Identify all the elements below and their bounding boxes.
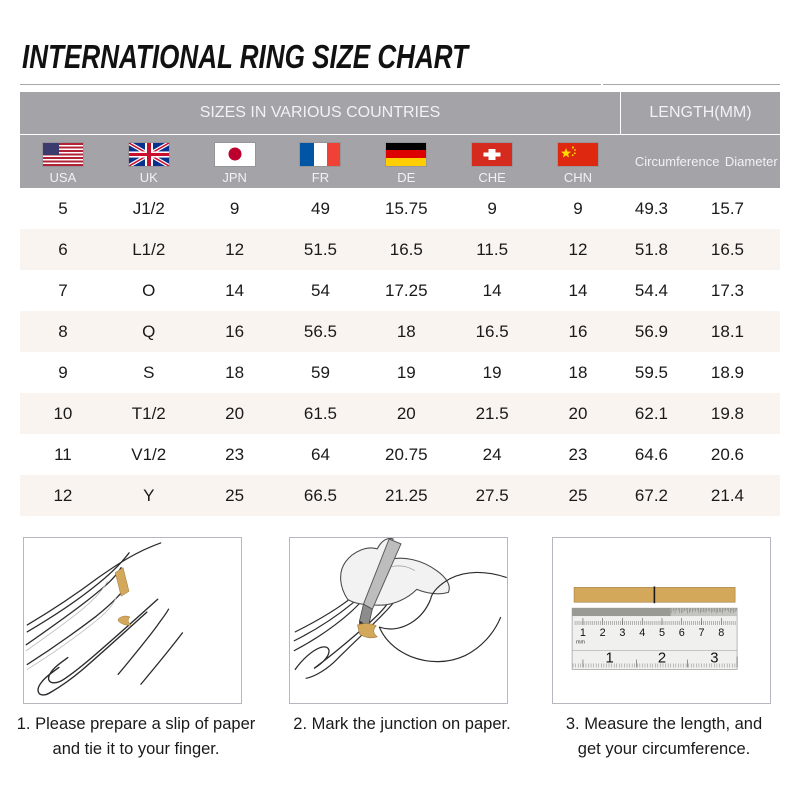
svg-text:1: 1 <box>580 627 586 639</box>
svg-text:7: 7 <box>698 627 704 639</box>
svg-text:3: 3 <box>619 627 625 639</box>
svg-text:8: 8 <box>718 627 724 639</box>
svg-text:5: 5 <box>659 627 665 639</box>
svg-text:6: 6 <box>679 627 685 639</box>
svg-text:4: 4 <box>639 627 645 639</box>
svg-text:1: 1 <box>606 650 614 666</box>
svg-text:mm: mm <box>576 640 586 646</box>
svg-text:2: 2 <box>600 627 606 639</box>
svg-text:2: 2 <box>658 650 666 666</box>
